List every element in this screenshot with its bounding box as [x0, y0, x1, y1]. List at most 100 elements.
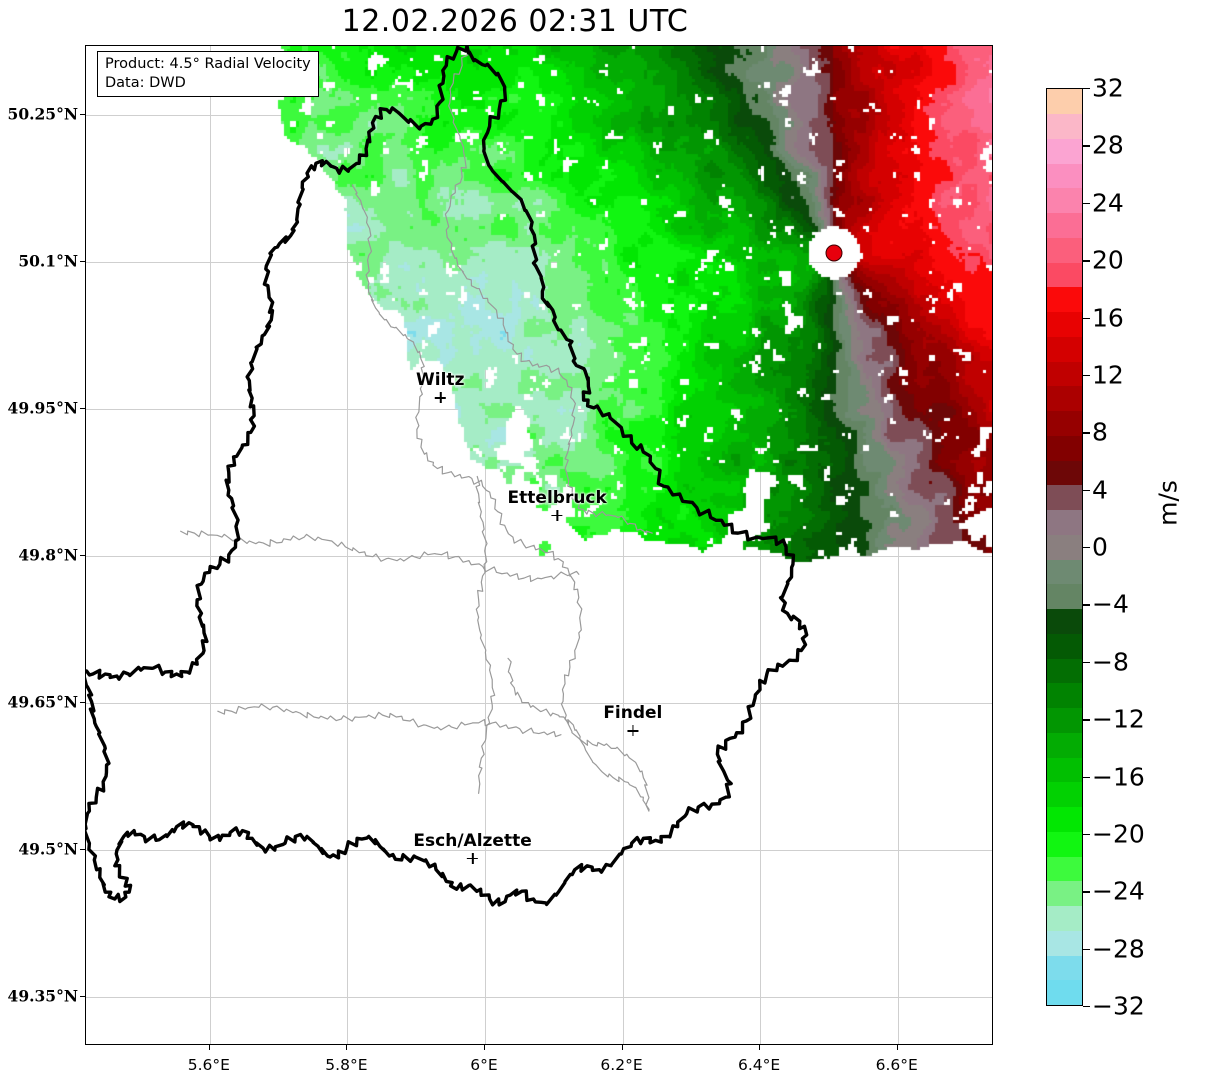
latitude-tick-mark	[80, 701, 85, 703]
longitude-tick-mark	[346, 1045, 348, 1050]
latitude-tick-label: 50.1°N	[18, 251, 78, 271]
longitude-tick-label: 6.2°E	[600, 1056, 643, 1074]
colorbar-band	[1047, 287, 1082, 312]
city-label: Ettelbruck	[507, 487, 607, 508]
colorbar-tick-mark	[1083, 719, 1090, 721]
latitude-axis-labels: 50.25°N 50.1°N 49.95°N 49.8°N 49.65°N 49.5°N 4…	[0, 45, 78, 1045]
colorbar-band	[1047, 633, 1082, 659]
colorbar-tick-mark	[1083, 833, 1090, 836]
colorbar-tick-label: 12	[1092, 360, 1124, 390]
colorbar-tick-label: 20	[1092, 245, 1124, 275]
colorbar-band	[1047, 237, 1082, 263]
colorbar-band	[1047, 262, 1082, 288]
city-marker-wiltz[interactable]: Wiltz	[416, 370, 465, 404]
colorbar-band	[1047, 460, 1082, 486]
colorbar-band	[1047, 906, 1082, 931]
city-label: Wiltz	[416, 370, 465, 391]
colorbar-band	[1047, 435, 1082, 461]
colorbar-tick-mark	[1083, 948, 1090, 951]
colorbar-band	[1047, 584, 1082, 609]
colorbar-tick-label: −24	[1092, 876, 1145, 906]
latitude-tick-mark	[80, 260, 85, 262]
colorbar-band	[1047, 213, 1082, 238]
colorbar-band	[1047, 89, 1082, 114]
colorbar-tick-labels: 32 28 24 20 16 12 8 4 0 −4 −8 −12 −16 −20 −24 −28 −32	[1083, 74, 1203, 1021]
city-label: Esch/Alzette	[413, 830, 532, 851]
city-cross-icon	[434, 392, 446, 404]
colorbar-band	[1047, 732, 1082, 758]
colorbar-band	[1047, 658, 1082, 684]
longitude-tick-label: 5.6°E	[187, 1056, 230, 1074]
colorbar-tick-label: 0	[1092, 532, 1108, 562]
longitude-tick-mark	[621, 1045, 623, 1050]
latitude-tick-label: 49.95°N	[7, 398, 78, 418]
colorbar-tick-label: 32	[1092, 73, 1124, 103]
latitude-tick-mark	[80, 407, 85, 409]
product-info-box: Product: 4.5° Radial Velocity Data: DWD	[97, 51, 319, 98]
colorbar-tick-mark	[1083, 547, 1090, 549]
radar-site-marker[interactable]	[825, 244, 843, 262]
colorbar-tick-mark	[1083, 661, 1090, 664]
colorbar-band	[1047, 559, 1082, 585]
city-label-layer: Wiltz Ettelbruck Findel Esch/Alzette	[86, 46, 992, 1044]
colorbar-tick-mark	[1083, 432, 1090, 434]
colorbar-band	[1047, 708, 1082, 733]
map-plot-area[interactable]: Wiltz Ettelbruck Findel Esch/Alzette	[85, 45, 993, 1045]
colorbar-tick-label: 8	[1092, 417, 1108, 447]
city-marker-esch-alzette[interactable]: Esch/Alzette	[413, 830, 532, 864]
colorbar-tick-label: 16	[1092, 303, 1124, 332]
colorbar-band	[1047, 807, 1082, 832]
city-cross-icon	[467, 852, 479, 864]
colorbar-band	[1047, 361, 1082, 387]
latitude-tick-mark	[80, 995, 85, 997]
colorbar-tick-mark	[1083, 604, 1090, 606]
longitude-tick-label: 6.6°E	[875, 1056, 918, 1074]
city-cross-icon	[627, 725, 639, 737]
colorbar-tick-label: −28	[1092, 934, 1145, 964]
longitude-tick-label: 6.4°E	[738, 1056, 781, 1074]
colorbar-band	[1047, 312, 1082, 337]
page-title: 12.02.2026 02:31 UTC	[341, 4, 689, 39]
colorbar-tick-label: −32	[1092, 991, 1145, 1021]
longitude-tick-mark	[896, 1045, 898, 1050]
colorbar-tick-mark	[1083, 776, 1090, 778]
colorbar-band	[1047, 609, 1082, 634]
colorbar-tick-label: 4	[1092, 475, 1108, 505]
colorbar-tick-mark	[1083, 1006, 1090, 1008]
colorbar	[1046, 88, 1083, 1006]
info-data-line: Data: DWD	[105, 74, 186, 91]
colorbar-tick-label: −16	[1092, 762, 1145, 791]
longitude-tick-mark	[759, 1045, 761, 1050]
colorbar-band	[1047, 980, 1082, 1005]
latitude-tick-label: 49.8°N	[18, 545, 78, 565]
colorbar-tick-mark	[1083, 891, 1090, 893]
colorbar-band	[1047, 138, 1082, 164]
city-cross-icon	[551, 509, 563, 521]
colorbar-tick-mark	[1083, 260, 1090, 262]
colorbar-tick-mark	[1083, 145, 1090, 147]
colorbar-band	[1047, 683, 1082, 708]
colorbar-band	[1047, 930, 1082, 956]
longitude-tick-label: 6°E	[470, 1056, 498, 1074]
colorbar-band	[1047, 757, 1082, 783]
latitude-tick-mark	[80, 554, 85, 556]
colorbar-band	[1047, 831, 1082, 857]
colorbar-band	[1047, 856, 1082, 882]
colorbar-band	[1047, 163, 1082, 189]
colorbar-band	[1047, 534, 1082, 560]
city-marker-ettelbruck[interactable]: Ettelbruck	[508, 488, 607, 521]
city-label: Findel	[603, 703, 663, 724]
colorbar-band	[1047, 188, 1082, 213]
longitude-axis-labels: 5.6°E 5.8°E 6°E 6.2°E 6.4°E 6.6°E	[85, 1046, 993, 1080]
longitude-tick-label: 5.8°E	[325, 1056, 368, 1074]
latitude-tick-mark	[80, 848, 85, 850]
longitude-tick-mark	[483, 1045, 485, 1050]
colorbar-band	[1047, 881, 1082, 906]
city-marker-findel[interactable]: Findel	[603, 703, 663, 737]
latitude-tick-label: 49.5°N	[18, 839, 78, 859]
map-clip: Wiltz Ettelbruck Findel Esch/Alzette	[86, 46, 992, 1044]
latitude-tick-label: 49.65°N	[7, 692, 78, 712]
colorbar-band	[1047, 510, 1082, 535]
colorbar-band	[1047, 485, 1082, 510]
colorbar-tick-mark	[1083, 88, 1090, 90]
